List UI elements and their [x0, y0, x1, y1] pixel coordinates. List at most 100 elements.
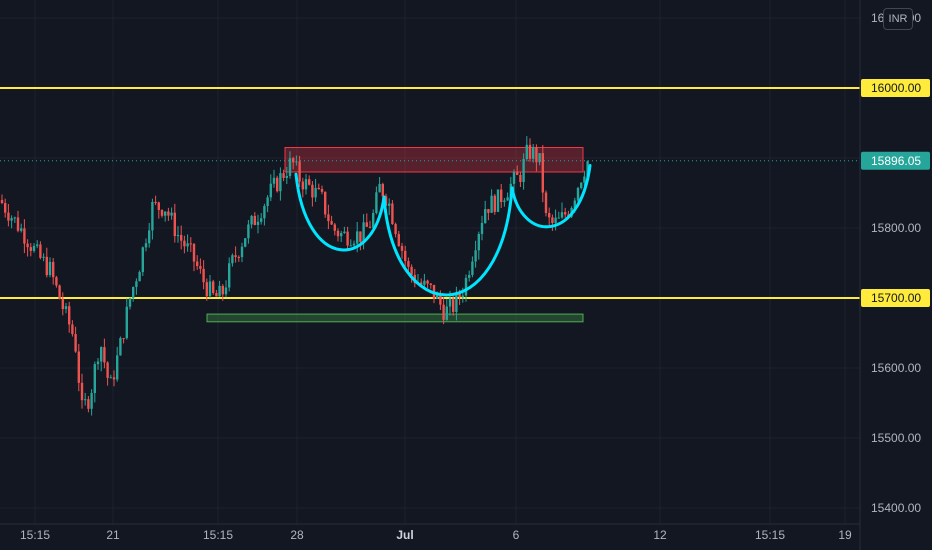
candles — [0, 136, 589, 416]
candle-body — [426, 280, 429, 284]
candle-body — [93, 364, 96, 394]
candle-body — [151, 201, 154, 231]
candle-body — [535, 147, 538, 163]
candle-body — [144, 243, 148, 248]
candle-body — [474, 250, 477, 262]
horizontal-levels — [0, 87, 860, 299]
candle-body — [205, 282, 208, 297]
pattern-arc-1 — [294, 172, 386, 252]
candle-body — [458, 293, 461, 298]
candle-body — [215, 293, 218, 297]
candle-body — [493, 195, 496, 212]
y-tick-label: 15500.00 — [871, 431, 921, 445]
candle-body — [10, 218, 13, 221]
candle-body — [314, 187, 317, 198]
candle-body — [362, 222, 365, 242]
candle-body — [445, 306, 448, 320]
candle-body — [176, 235, 180, 237]
candle-body — [125, 306, 128, 339]
candle-body — [244, 238, 247, 247]
candle-body — [506, 197, 509, 201]
candle-body — [288, 158, 292, 176]
candle-body — [221, 285, 224, 295]
candle-body — [228, 263, 231, 288]
candle-body — [468, 274, 471, 278]
candle-body — [372, 213, 375, 228]
candle-body — [250, 215, 253, 225]
candle-body — [122, 338, 125, 340]
candle-body — [196, 261, 199, 267]
price-label: 15896.05 — [871, 154, 921, 168]
candle-body — [272, 177, 276, 184]
y-tick-label: 15800.00 — [871, 221, 921, 235]
candle-body — [4, 203, 7, 213]
candle-body — [180, 235, 183, 241]
zones — [206, 147, 584, 323]
candle-body — [212, 281, 215, 294]
candle-body — [573, 200, 576, 208]
x-tick-label: Jul — [396, 528, 413, 542]
candle-body — [503, 200, 506, 203]
candle-body — [234, 255, 237, 257]
candle-body — [96, 361, 100, 365]
currency-badge[interactable]: INR — [883, 8, 913, 30]
candle-body — [327, 214, 330, 222]
candle-body — [42, 256, 45, 258]
candle-body — [404, 250, 407, 262]
candle-body — [218, 285, 221, 297]
candle-body — [260, 218, 263, 222]
pattern-arc-2 — [382, 186, 514, 297]
candle-body — [132, 287, 135, 299]
x-tick-label: 15:15 — [203, 528, 233, 542]
candle-body — [586, 161, 589, 177]
candle-body — [269, 183, 272, 198]
candle-body — [138, 272, 141, 282]
candle-body — [170, 212, 173, 216]
price-label-bg — [861, 79, 930, 97]
candle-body — [551, 217, 554, 224]
candle-body — [61, 299, 64, 309]
candle-body — [487, 209, 490, 213]
candle-body — [519, 174, 522, 183]
candle-body — [471, 261, 474, 275]
price-label-bg — [861, 151, 930, 170]
candle-body — [13, 217, 16, 219]
candle-body — [192, 243, 196, 262]
candle-body — [528, 144, 532, 159]
candle-body — [336, 230, 340, 237]
candle-body — [359, 231, 362, 242]
y-tick-label: 15600.00 — [871, 361, 921, 375]
candle-body — [189, 243, 192, 245]
candle-body — [333, 224, 336, 231]
candle-body — [522, 159, 525, 183]
pattern-arcs — [294, 164, 592, 297]
candle-body — [554, 217, 557, 224]
candle-body — [516, 172, 519, 175]
candle-body — [84, 399, 87, 401]
candle-body — [240, 246, 244, 258]
candle-body — [74, 334, 77, 352]
pattern-arc-3 — [510, 164, 592, 229]
candle-body — [541, 153, 544, 193]
candle-body — [48, 261, 52, 276]
candle-body — [384, 196, 388, 206]
candle-body — [304, 179, 308, 190]
candle-body — [279, 173, 282, 192]
candle-body — [26, 243, 29, 248]
candle-body — [282, 173, 285, 178]
price-label-bg — [861, 289, 930, 307]
candle-body — [20, 228, 23, 231]
candle-body — [532, 147, 535, 159]
candle-body — [148, 230, 151, 244]
candle-body — [199, 266, 202, 269]
y-tick-label: 15400.00 — [871, 501, 921, 515]
candle-body — [375, 192, 378, 214]
candle-body — [378, 183, 381, 193]
candle-body — [298, 161, 301, 182]
candle-body — [253, 215, 256, 225]
x-tick-label: 15:15 — [755, 528, 785, 542]
candle-body — [141, 247, 144, 273]
candle-body — [560, 212, 564, 218]
candle-body — [231, 255, 234, 264]
